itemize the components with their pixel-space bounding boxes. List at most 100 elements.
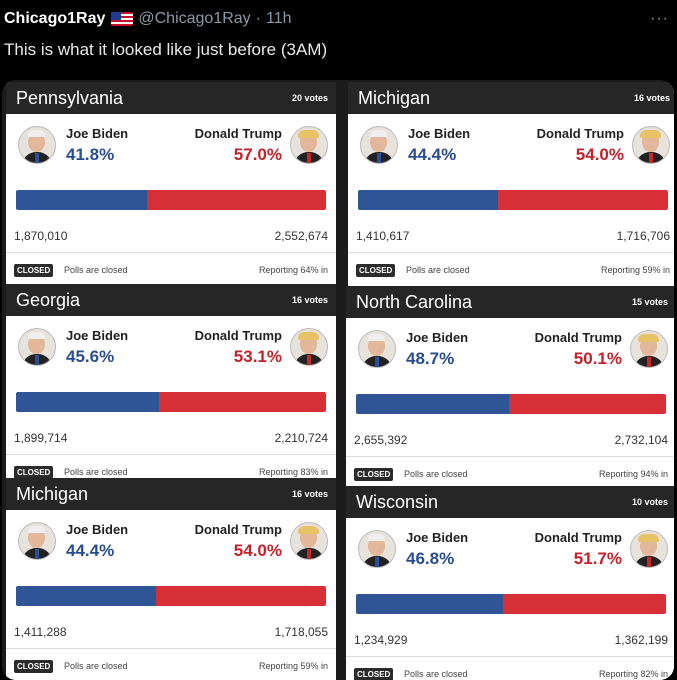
electoral-votes: 15 votes: [631, 297, 668, 307]
biden-vote-count: 1,411,288: [14, 625, 67, 639]
candidate-name: Donald Trump: [534, 530, 622, 545]
trump-percent: 51.7%: [573, 549, 622, 568]
trump-portrait-icon: [290, 522, 328, 560]
candidate-biden: Joe Biden 41.8%: [18, 126, 128, 165]
trump-vote-count: 2,732,104: [614, 433, 668, 447]
biden-portrait-icon: [360, 126, 398, 164]
state-header: Georgia 16 votes: [6, 284, 336, 316]
candidate-name: Donald Trump: [536, 126, 624, 141]
candidate-name: Donald Trump: [534, 330, 622, 345]
separator-dot: ·: [255, 10, 261, 27]
trump-percent: 54.0%: [575, 145, 624, 164]
results-body: Joe Biden 44.4% Donald Trump 54.0% 1,411…: [6, 510, 336, 680]
vote-share-bar: [16, 190, 326, 210]
state-header: North Carolina 15 votes: [346, 286, 674, 318]
candidate-trump: Donald Trump 57.0%: [195, 126, 328, 165]
vote-share-bar: [358, 190, 668, 210]
results-body: Joe Biden 45.6% Donald Trump 53.1% 1,899…: [6, 316, 336, 494]
closed-badge: CLOSED: [354, 668, 394, 680]
divider: [346, 656, 674, 657]
biden-vote-count: 1,870,010: [14, 229, 68, 243]
vote-share-bar: [356, 594, 666, 614]
more-options-icon[interactable]: ···: [650, 10, 669, 27]
vote-share-bar: [356, 394, 666, 414]
tweet-text: This is what it looked like just before …: [4, 40, 328, 59]
closed-badge: CLOSED: [356, 264, 396, 277]
trump-percent: 57.0%: [233, 145, 282, 164]
candidate-trump: Donald Trump 54.0%: [537, 126, 670, 165]
candidate-trump: Donald Trump 50.1%: [535, 330, 668, 369]
trump-percent: 53.1%: [233, 347, 282, 366]
candidate-name: Donald Trump: [194, 328, 282, 343]
candidate-name: Joe Biden: [406, 330, 469, 345]
biden-share-bar: [358, 190, 498, 210]
results-card: Georgia 16 votes Joe Biden 45.6% Donald …: [6, 284, 336, 494]
biden-vote-count: 1,899,714: [14, 431, 68, 445]
results-card: Michigan 16 votes Joe Biden 44.4% Donald…: [348, 82, 674, 292]
candidate-biden: Joe Biden 48.7%: [358, 330, 468, 369]
biden-share-bar: [356, 394, 509, 414]
state-header: Pennsylvania 20 votes: [6, 82, 336, 114]
polls-status: Polls are closed: [64, 467, 128, 477]
author-name[interactable]: Chicago1Ray: [4, 10, 106, 27]
candidate-name: Joe Biden: [406, 530, 469, 545]
results-body: Joe Biden 46.8% Donald Trump 51.7% 1,234…: [346, 518, 674, 680]
state-header: Michigan 16 votes: [348, 82, 674, 114]
polls-status: Polls are closed: [64, 661, 128, 671]
trump-vote-count: 1,716,706: [616, 229, 670, 243]
closed-badge: CLOSED: [14, 466, 54, 479]
state-header: Michigan 16 votes: [6, 478, 336, 510]
candidate-trump: Donald Trump 54.0%: [195, 522, 328, 561]
polls-status: Polls are closed: [64, 265, 128, 275]
biden-vote-count: 1,234,929: [354, 633, 408, 647]
candidate-biden: Joe Biden 44.4%: [18, 522, 128, 561]
biden-share-bar: [16, 190, 148, 210]
divider: [346, 456, 674, 457]
biden-portrait-icon: [358, 530, 396, 568]
candidate-biden: Joe Biden 46.8%: [358, 530, 468, 569]
candidate-trump: Donald Trump 53.1%: [195, 328, 328, 367]
biden-vote-count: 2,655,392: [354, 433, 408, 447]
results-body: Joe Biden 44.4% Donald Trump 54.0% 1,410…: [348, 114, 674, 292]
candidate-name: Joe Biden: [66, 522, 129, 537]
results-body: Joe Biden 48.7% Donald Trump 50.1% 2,655…: [346, 318, 674, 496]
reporting-status: Reporting 94% in: [598, 469, 668, 479]
trump-portrait-icon: [630, 330, 668, 368]
trump-share-bar: [497, 190, 668, 210]
electoral-votes: 16 votes: [291, 489, 328, 499]
state-name: Georgia: [16, 289, 81, 310]
reporting-status: Reporting 64% in: [258, 265, 328, 275]
candidate-name: Donald Trump: [194, 522, 282, 537]
tweet-header: Chicago1Ray @Chicago1Ray · 11h: [4, 8, 292, 30]
divider: [348, 252, 674, 253]
trump-percent: 54.0%: [233, 541, 282, 560]
vote-share-bar: [16, 586, 326, 606]
state-name: North Carolina: [356, 291, 473, 312]
electoral-votes: 10 votes: [631, 497, 668, 507]
candidate-biden: Joe Biden 45.6%: [18, 328, 128, 367]
candidate-name: Donald Trump: [194, 126, 282, 141]
polls-status: Polls are closed: [404, 669, 468, 679]
electoral-votes: 16 votes: [291, 295, 328, 305]
biden-percent: 41.8%: [66, 145, 115, 164]
closed-badge: CLOSED: [14, 264, 54, 277]
trump-vote-count: 1,362,199: [614, 633, 668, 647]
reporting-status: Reporting 59% in: [600, 265, 670, 275]
polls-status: Polls are closed: [406, 265, 470, 275]
tweet-media[interactable]: Pennsylvania 20 votes Joe Biden 41.8% Do…: [2, 80, 674, 680]
biden-vote-count: 1,410,617: [356, 229, 410, 243]
biden-portrait-icon: [18, 522, 56, 560]
vote-share-bar: [16, 392, 326, 412]
biden-portrait-icon: [18, 126, 56, 164]
biden-portrait-icon: [358, 330, 396, 368]
trump-vote-count: 2,552,674: [274, 229, 328, 243]
candidate-biden: Joe Biden 44.4%: [360, 126, 470, 165]
results-card: North Carolina 15 votes Joe Biden 48.7% …: [346, 286, 674, 496]
trump-portrait-icon: [290, 328, 328, 366]
tweet-timestamp[interactable]: 11h: [266, 10, 292, 27]
author-handle[interactable]: @Chicago1Ray: [138, 10, 251, 27]
closed-badge: CLOSED: [354, 468, 394, 481]
candidate-name: Joe Biden: [408, 126, 471, 141]
trump-vote-count: 1,718,055: [274, 625, 328, 639]
divider: [6, 454, 336, 455]
